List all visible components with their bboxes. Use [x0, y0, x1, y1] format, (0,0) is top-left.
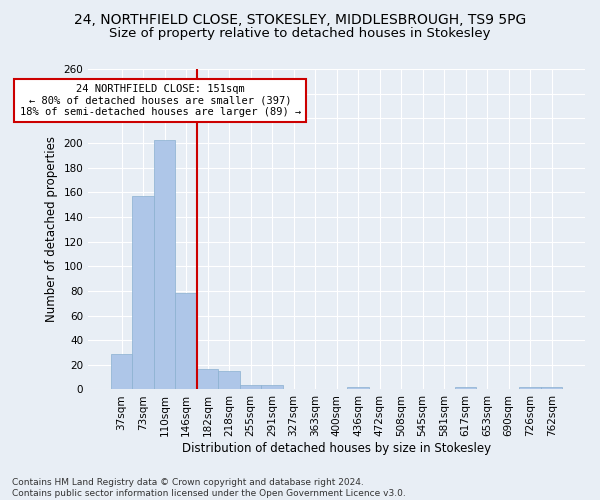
Bar [520, 387, 541, 390]
Bar [132, 196, 154, 390]
Bar [111, 354, 132, 390]
Bar [240, 384, 262, 390]
Y-axis label: Number of detached properties: Number of detached properties [45, 136, 58, 322]
Bar [175, 294, 197, 390]
Bar [197, 368, 218, 390]
Bar [347, 387, 369, 390]
X-axis label: Distribution of detached houses by size in Stokesley: Distribution of detached houses by size … [182, 442, 491, 455]
Bar [541, 387, 562, 390]
Text: Contains HM Land Registry data © Crown copyright and database right 2024.
Contai: Contains HM Land Registry data © Crown c… [12, 478, 406, 498]
Bar [154, 140, 175, 390]
Text: 24, NORTHFIELD CLOSE, STOKESLEY, MIDDLESBROUGH, TS9 5PG: 24, NORTHFIELD CLOSE, STOKESLEY, MIDDLES… [74, 12, 526, 26]
Text: 24 NORTHFIELD CLOSE: 151sqm
← 80% of detached houses are smaller (397)
18% of se: 24 NORTHFIELD CLOSE: 151sqm ← 80% of det… [20, 84, 301, 117]
Bar [262, 384, 283, 390]
Bar [218, 371, 240, 390]
Text: Size of property relative to detached houses in Stokesley: Size of property relative to detached ho… [109, 28, 491, 40]
Bar [455, 387, 476, 390]
